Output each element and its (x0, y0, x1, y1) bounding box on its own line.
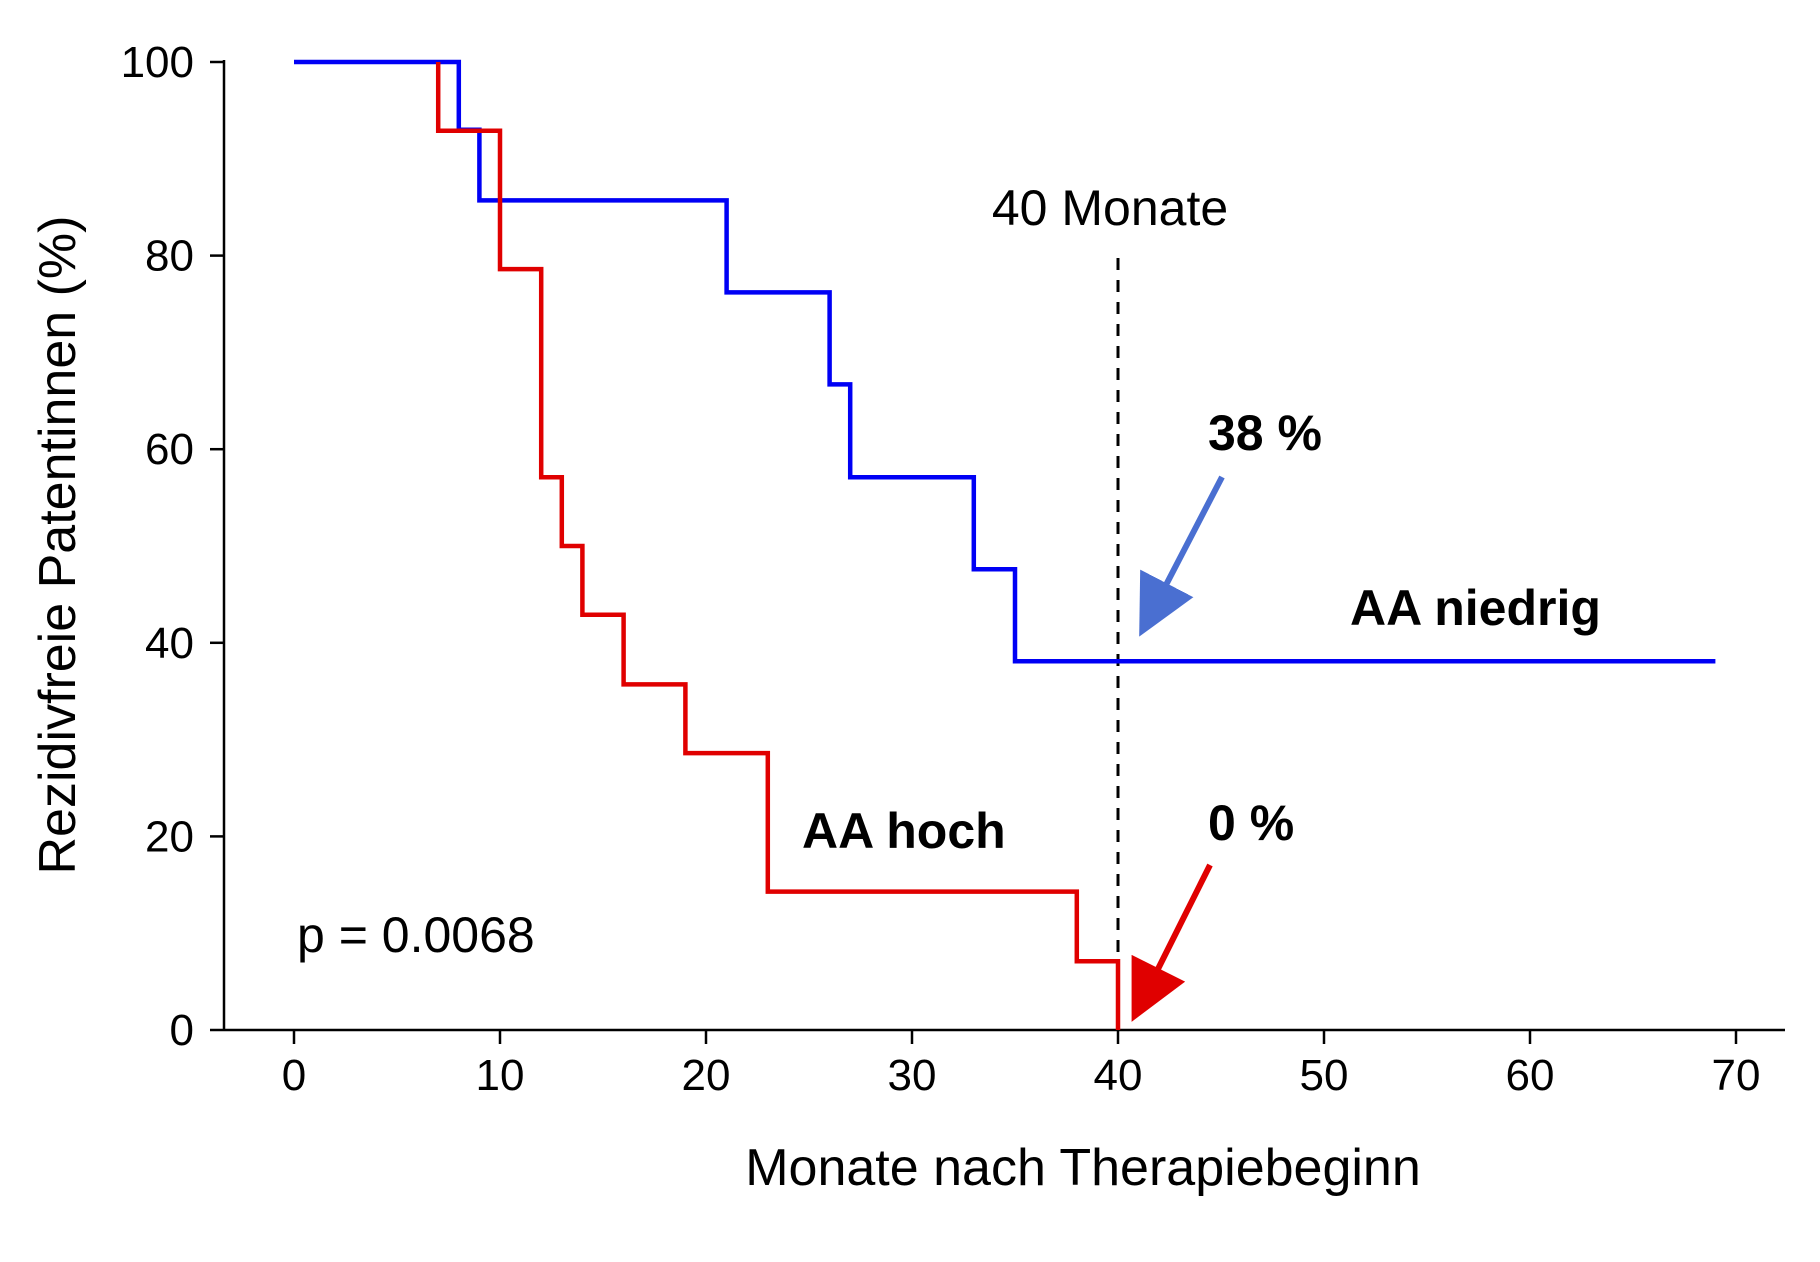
red-arrow (1131, 863, 1213, 1022)
y-tick-label: 20 (145, 812, 194, 861)
x-tick-label: 70 (1712, 1051, 1761, 1100)
y-tick-label: 80 (145, 232, 194, 281)
x-tick-label: 20 (682, 1051, 731, 1100)
blue-percent-label: 38 % (1208, 405, 1322, 461)
y-tick-label: 100 (121, 38, 194, 87)
x-tick-label: 0 (282, 1051, 306, 1100)
y-tick-label: 0 (170, 1006, 194, 1055)
red-percent-label: 0 % (1208, 795, 1294, 851)
x-ticks: 0 10 20 30 40 50 60 70 (282, 1030, 1761, 1100)
x-tick-label: 30 (888, 1051, 937, 1100)
y-tick-label: 60 (145, 425, 194, 474)
series-line-aa-niedrig (294, 59, 1716, 664)
x-tick-label: 10 (476, 1051, 525, 1100)
series-group (294, 59, 1716, 1030)
reference-line-label: 40 Monate (992, 180, 1228, 236)
series-line-aa-hoch (435, 62, 1121, 1030)
axes: 0 10 20 30 40 50 60 70 0 20 40 60 80 100 (121, 38, 1785, 1100)
p-value-label: p = 0.0068 (297, 907, 535, 963)
red-series-label: AA hoch (802, 803, 1006, 859)
x-tick-label: 60 (1506, 1051, 1555, 1100)
y-axis-title: Rezidivfreie Patentinnen (%) (29, 216, 87, 875)
blue-series-label: AA niedrig (1350, 580, 1601, 636)
x-axis-title: Monate nach Therapiebeginn (745, 1139, 1421, 1197)
y-tick-label: 40 (145, 619, 194, 668)
blue-arrow (1139, 475, 1225, 637)
x-tick-label: 50 (1300, 1051, 1349, 1100)
x-tick-label: 40 (1094, 1051, 1143, 1100)
y-ticks: 0 20 40 60 80 100 (121, 38, 224, 1055)
